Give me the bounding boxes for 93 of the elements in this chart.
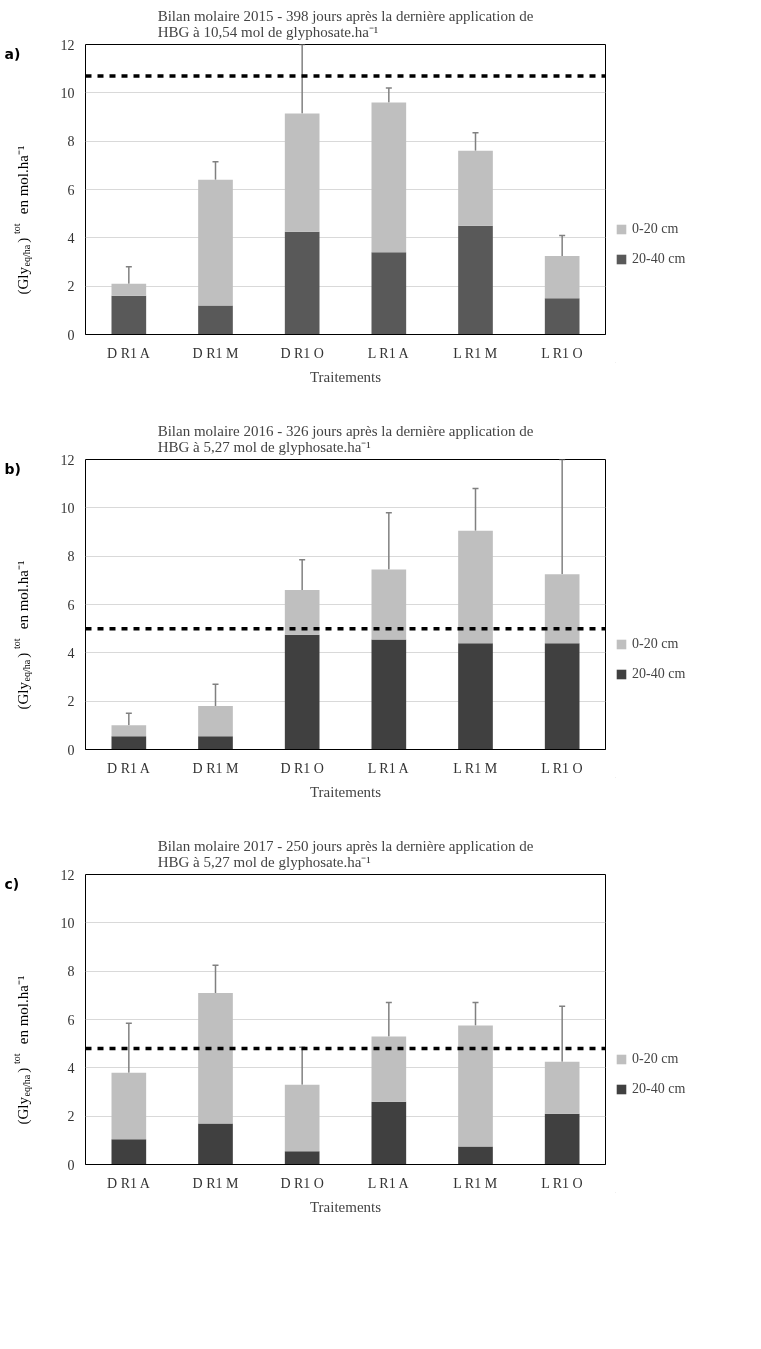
bar — [458, 643, 493, 750]
x-tick-label: L R1 M — [453, 345, 498, 361]
bar — [371, 569, 407, 640]
y-tick-label: 8 — [67, 134, 75, 150]
bar — [198, 305, 233, 335]
y-tick-label: 6 — [67, 182, 75, 198]
legend-label: 20-40 cm — [632, 666, 686, 682]
x-tick-label: D R1 A — [107, 345, 151, 361]
y-axis-title: (Glyeq/ha)tot en mol.ha⁻¹ — [11, 975, 32, 1125]
text: c) — [4, 875, 20, 892]
x-tick-label: L R1 O — [541, 1175, 583, 1191]
bar — [111, 736, 147, 750]
bar — [458, 1146, 493, 1165]
bar — [111, 1072, 147, 1140]
bar — [198, 1123, 233, 1165]
y-tick-label: 12 — [60, 37, 75, 53]
legend-label: 20-40 cm — [632, 251, 686, 267]
bar — [371, 639, 407, 750]
y-tick-label: 2 — [67, 279, 75, 295]
x-tick-label: L R1 A — [367, 760, 410, 776]
bar — [544, 1061, 580, 1114]
y-tick-label: 10 — [60, 500, 75, 516]
bar — [198, 992, 233, 1124]
x-tick-label: L R1 A — [367, 345, 410, 361]
y-tick-label: 8 — [67, 964, 75, 980]
bar — [284, 113, 320, 232]
bar — [544, 255, 580, 299]
y-tick-label: 0 — [67, 742, 75, 758]
bar — [544, 643, 580, 750]
y-tick-label: 4 — [67, 1060, 75, 1076]
bar — [371, 1101, 407, 1165]
legend-label: 0-20 cm — [632, 221, 679, 237]
bar — [371, 252, 407, 335]
x-tick-label: D R1 O — [280, 345, 324, 361]
y-tick-label: 2 — [67, 1109, 75, 1125]
bar — [458, 150, 493, 226]
y-tick-label: 0 — [67, 1157, 75, 1173]
bar — [111, 1139, 147, 1165]
y-tick-label: 10 — [60, 85, 75, 101]
chart-title: Bilan molaire 2017 - 250 jours après la dernière application de HBG à 5,27 mol de glyphosate.ha⁻¹ — [157, 837, 534, 870]
bar — [111, 283, 147, 296]
y-tick-label: 4 — [67, 230, 75, 246]
bar — [284, 231, 320, 335]
legend-label: 0-20 cm — [632, 636, 679, 652]
chart-title: Bilan molaire 2016 - 326 jours après la dernière application de HBG à 5,27 mol de glyphosate.ha⁻¹ — [157, 422, 534, 455]
y-tick-label: 12 — [60, 452, 75, 468]
chart-title: Bilan molaire 2015 - 398 jours après la dernière application de HBG à 10,54 mol de glyphosate.ha⁻¹ — [157, 7, 534, 40]
y-tick-label: 4 — [67, 645, 75, 661]
y-tick-label: 2 — [67, 694, 75, 710]
bar — [111, 295, 147, 335]
x-tick-label: D R1 A — [107, 1175, 151, 1191]
y-axis-title: (Glyeq/ha)tot en mol.ha⁻¹ — [11, 560, 32, 710]
bar — [198, 179, 233, 306]
bar — [544, 298, 580, 335]
x-tick-label: L R1 O — [541, 345, 583, 361]
legend-label: 0-20 cm — [632, 1051, 679, 1067]
x-tick-label: D R1 O — [280, 760, 324, 776]
x-axis-title: Traitements — [309, 1198, 382, 1215]
y-tick-label: 8 — [67, 549, 75, 565]
text: b) — [4, 460, 21, 477]
y-axis-title: (Glyeq/ha)tot en mol.ha⁻¹ — [11, 145, 32, 295]
bar — [198, 706, 233, 737]
bar — [111, 725, 147, 737]
x-tick-label: L R1 M — [453, 1175, 498, 1191]
y-tick-label: 12 — [60, 867, 75, 883]
y-tick-label: 0 — [67, 327, 75, 343]
bar — [284, 1084, 320, 1152]
legend-label: 20-40 cm — [632, 1081, 686, 1097]
y-tick-label: 6 — [67, 597, 75, 613]
bar — [544, 574, 580, 644]
x-tick-label: D R1 M — [192, 760, 239, 776]
x-tick-label: L R1 O — [541, 760, 583, 776]
x-axis-title: Traitements — [309, 783, 382, 800]
bar — [284, 634, 320, 750]
y-tick-label: 6 — [67, 1012, 75, 1028]
x-tick-label: D R1 M — [192, 1175, 239, 1191]
bar — [544, 1113, 580, 1165]
y-tick-label: 10 — [60, 915, 75, 931]
bar — [458, 530, 493, 644]
bar — [371, 102, 407, 253]
x-tick-label: D R1 M — [192, 345, 239, 361]
bar — [284, 590, 320, 635]
bar — [284, 1151, 320, 1165]
bar — [458, 225, 493, 335]
bar — [198, 736, 233, 750]
x-tick-label: L R1 M — [453, 760, 498, 776]
x-tick-label: D R1 A — [107, 760, 151, 776]
x-tick-label: D R1 O — [280, 1175, 324, 1191]
x-axis-title: Traitements — [309, 368, 382, 385]
text: a) — [4, 45, 21, 62]
x-tick-label: L R1 A — [367, 1175, 410, 1191]
bar — [458, 1025, 493, 1147]
bar — [371, 1036, 407, 1102]
